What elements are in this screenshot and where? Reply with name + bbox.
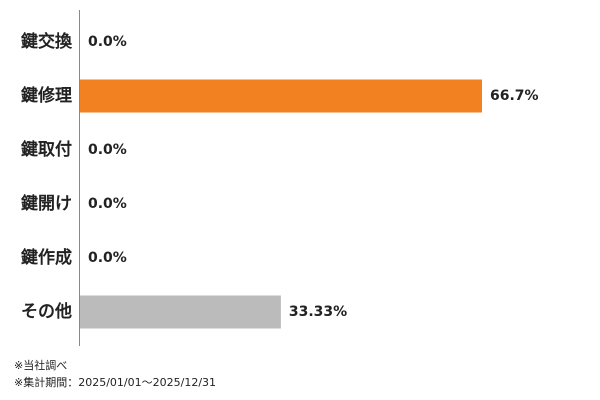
value-label: 0.0% xyxy=(88,34,127,50)
value-label: 0.0% xyxy=(88,142,127,158)
category-label: 鍵開け xyxy=(21,193,72,214)
value-label: 33.33% xyxy=(289,304,347,320)
category-label: 鍵作成 xyxy=(21,247,72,268)
value-label: 0.0% xyxy=(88,196,127,212)
category-label: その他 xyxy=(21,301,72,322)
category-label: 鍵取付 xyxy=(21,139,72,160)
note: ※集計期間：2025/01/01～2025/12/31 xyxy=(14,375,216,389)
category-label: 鍵交換 xyxy=(21,31,73,52)
note: ※当社調べ xyxy=(14,358,67,372)
value-label: 0.0% xyxy=(88,250,127,266)
bar xyxy=(80,79,482,113)
bar xyxy=(80,295,281,329)
value-label: 66.7% xyxy=(490,88,539,104)
category-label: 鍵修理 xyxy=(21,85,72,106)
